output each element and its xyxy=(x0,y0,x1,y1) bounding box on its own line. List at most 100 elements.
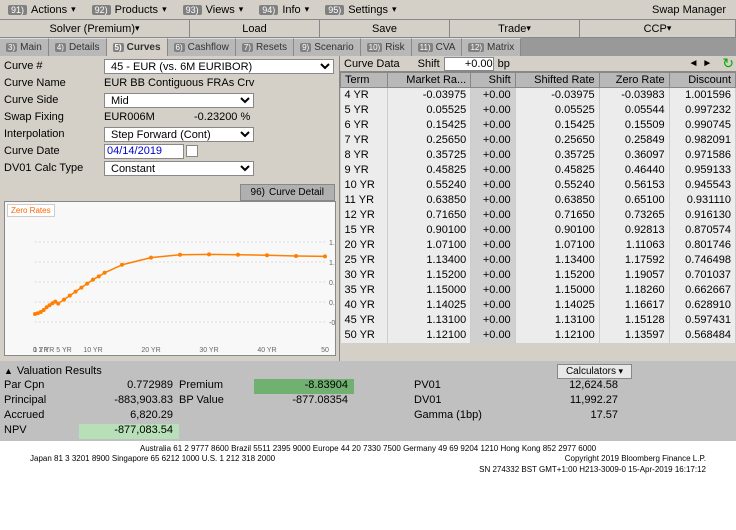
svg-text:1.00: 1.00 xyxy=(329,260,335,267)
expand-icon[interactable]: ▲ xyxy=(4,366,13,376)
interpolation-label: Interpolation xyxy=(4,128,104,140)
tab-resets[interactable]: 7)Resets xyxy=(236,38,294,56)
valuation-panel: ▲ Valuation Results Calculators Par Cpn0… xyxy=(0,361,736,441)
table-row: 15 YR0.90100+0.000.901000.928130.870574 xyxy=(341,223,736,238)
svg-text:1.50: 1.50 xyxy=(329,240,335,247)
val-value xyxy=(254,424,354,439)
refresh-icon[interactable]: ↻ xyxy=(720,55,736,72)
menu-settings[interactable]: 95)Settings xyxy=(317,2,404,18)
menu-actions[interactable]: 91)Actions xyxy=(0,2,84,18)
svg-text:0.00: 0.00 xyxy=(329,300,335,307)
table-row: 8 YR0.35725+0.000.357250.360970.971586 xyxy=(341,148,736,163)
curve-num-label: Curve # xyxy=(4,60,104,72)
swap-fixing-label: Swap Fixing xyxy=(4,111,104,123)
swap-fixing-value: EUR006M xyxy=(104,111,194,123)
curve-data-table: TermMarket Ra...ShiftShifted RateZero Ra… xyxy=(340,72,736,361)
calculators-button[interactable]: Calculators xyxy=(557,364,632,379)
solver-dropdown[interactable]: Solver (Premium) xyxy=(0,20,190,37)
curve-name-label: Curve Name xyxy=(4,77,104,89)
footer-line2b: Copyright 2019 Bloomberg Finance L.P. xyxy=(565,454,706,464)
left-panel: Curve #45 - EUR (vs. 6M EURIBOR) Curve N… xyxy=(0,56,340,361)
table-row: 50 YR1.12100+0.001.121001.135970.568484 xyxy=(341,328,736,343)
tab-matrix[interactable]: 12)Matrix xyxy=(462,38,521,56)
val-value: 6,820.29 xyxy=(79,409,179,424)
table-header[interactable]: Zero Rate xyxy=(599,73,669,88)
svg-text:50: 50 xyxy=(321,347,329,354)
menu-views[interactable]: 93)Views xyxy=(175,2,252,18)
arrow-left-icon[interactable]: ◄ xyxy=(686,58,700,69)
val-label: Accrued xyxy=(4,409,79,424)
shift-input[interactable] xyxy=(444,57,494,71)
tab-scenario[interactable]: 9)Scenario xyxy=(294,38,361,56)
valuation-title: Valuation Results xyxy=(17,365,102,377)
val-label: Gamma (1bp) xyxy=(414,409,524,424)
table-row: 4 YR-0.03975+0.00-0.03975-0.039831.00159… xyxy=(341,88,736,103)
curve-date-input[interactable] xyxy=(104,144,184,159)
table-header[interactable]: Term xyxy=(341,73,388,88)
trade-dropdown[interactable]: Trade xyxy=(450,20,580,37)
svg-text:10 YR: 10 YR xyxy=(83,347,102,354)
tab-cva[interactable]: 11)CVA xyxy=(412,38,463,56)
val-value: -877.08354 xyxy=(254,394,354,409)
val-label xyxy=(179,409,254,424)
curve-num-select[interactable]: 45 - EUR (vs. 6M EURIBOR) xyxy=(104,59,334,74)
val-value xyxy=(524,424,624,439)
val-label xyxy=(179,424,254,439)
table-row: 25 YR1.13400+0.001.134001.175920.746498 xyxy=(341,253,736,268)
ccp-dropdown[interactable]: CCP xyxy=(580,20,736,37)
table-row: 11 YR0.63850+0.000.638500.651000.931110 xyxy=(341,193,736,208)
arrow-right-icon[interactable]: ► xyxy=(700,58,714,69)
swap-fixing-rate: -0.23200 % xyxy=(194,111,250,123)
table-row: 35 YR1.15000+0.001.150001.182600.662667 xyxy=(341,283,736,298)
table-row: 5 YR0.05525+0.000.055250.055440.997232 xyxy=(341,103,736,118)
table-header[interactable]: Shift xyxy=(471,73,516,88)
table-row: 40 YR1.14025+0.001.140251.166170.628910 xyxy=(341,298,736,313)
top-menu-bar: 91)Actions92)Products93)Views94)Info95)S… xyxy=(0,0,736,20)
tab-main[interactable]: 3)Main xyxy=(0,38,49,56)
menu-products[interactable]: 92)Products xyxy=(84,2,175,18)
val-label: NPV xyxy=(4,424,79,439)
footer: Australia 61 2 9777 8600 Brazil 5511 239… xyxy=(0,441,736,478)
tab-details[interactable]: 4)Details xyxy=(49,38,107,56)
val-value: 12,624.58 xyxy=(524,379,624,394)
svg-text:5 YR: 5 YR xyxy=(56,347,71,354)
val-value: 17.57 xyxy=(524,409,624,424)
dv01-select[interactable]: Constant xyxy=(104,161,254,176)
interpolation-select[interactable]: Step Forward (Cont) xyxy=(104,127,254,142)
dv01-label: DV01 Calc Type xyxy=(4,162,104,174)
val-value: -883,903.83 xyxy=(79,394,179,409)
tab-cashflow[interactable]: 6)Cashflow xyxy=(168,38,236,56)
save-button[interactable]: Save xyxy=(320,20,450,37)
curve-side-select[interactable]: Mid xyxy=(104,93,254,108)
table-row: 45 YR1.13100+0.001.131001.151280.597431 xyxy=(341,313,736,328)
val-label xyxy=(414,424,524,439)
curve-detail-tab[interactable]: 96)Curve Detail xyxy=(240,184,335,201)
svg-text:-0.50: -0.50 xyxy=(329,320,335,327)
table-row: 9 YR0.45825+0.000.458250.464400.959133 xyxy=(341,163,736,178)
menu-info[interactable]: 94)Info xyxy=(251,2,317,18)
val-value: 0.772989 xyxy=(79,379,179,394)
right-panel: Curve Data Shift bp ◄ ► ↻ TermMarket Ra.… xyxy=(340,56,736,361)
calendar-icon[interactable] xyxy=(186,145,198,157)
table-row: 12 YR0.71650+0.000.716500.732650.916130 xyxy=(341,208,736,223)
table-row: 20 YR1.07100+0.001.071001.110630.801746 xyxy=(341,238,736,253)
val-value: -8.83904 xyxy=(254,379,354,394)
table-row: 6 YR0.15425+0.000.154250.155090.990745 xyxy=(341,118,736,133)
load-button[interactable]: Load xyxy=(190,20,320,37)
svg-text:2 YR: 2 YR xyxy=(39,347,54,354)
curve-name-value: EUR BB Contiguous FRAs Crv xyxy=(104,77,335,89)
val-label: Par Cpn xyxy=(4,379,79,394)
valuation-grid: Par Cpn0.772989Principal-883,903.83Accru… xyxy=(4,379,732,439)
val-value xyxy=(254,409,354,424)
table-header[interactable]: Market Ra... xyxy=(387,73,470,88)
svg-text:30 YR: 30 YR xyxy=(199,347,218,354)
tab-row: 3)Main4)Details5)Curves6)Cashflow7)Reset… xyxy=(0,38,736,56)
table-header[interactable]: Discount xyxy=(669,73,735,88)
table-header[interactable]: Shifted Rate xyxy=(515,73,599,88)
svg-text:20 YR: 20 YR xyxy=(141,347,160,354)
val-label: PV01 xyxy=(414,379,524,394)
action-row: Solver (Premium) Load Save Trade CCP xyxy=(0,20,736,38)
val-value: -877,083.54 xyxy=(79,424,179,439)
tab-risk[interactable]: 10)Risk xyxy=(361,38,412,56)
tab-curves[interactable]: 5)Curves xyxy=(107,38,168,56)
